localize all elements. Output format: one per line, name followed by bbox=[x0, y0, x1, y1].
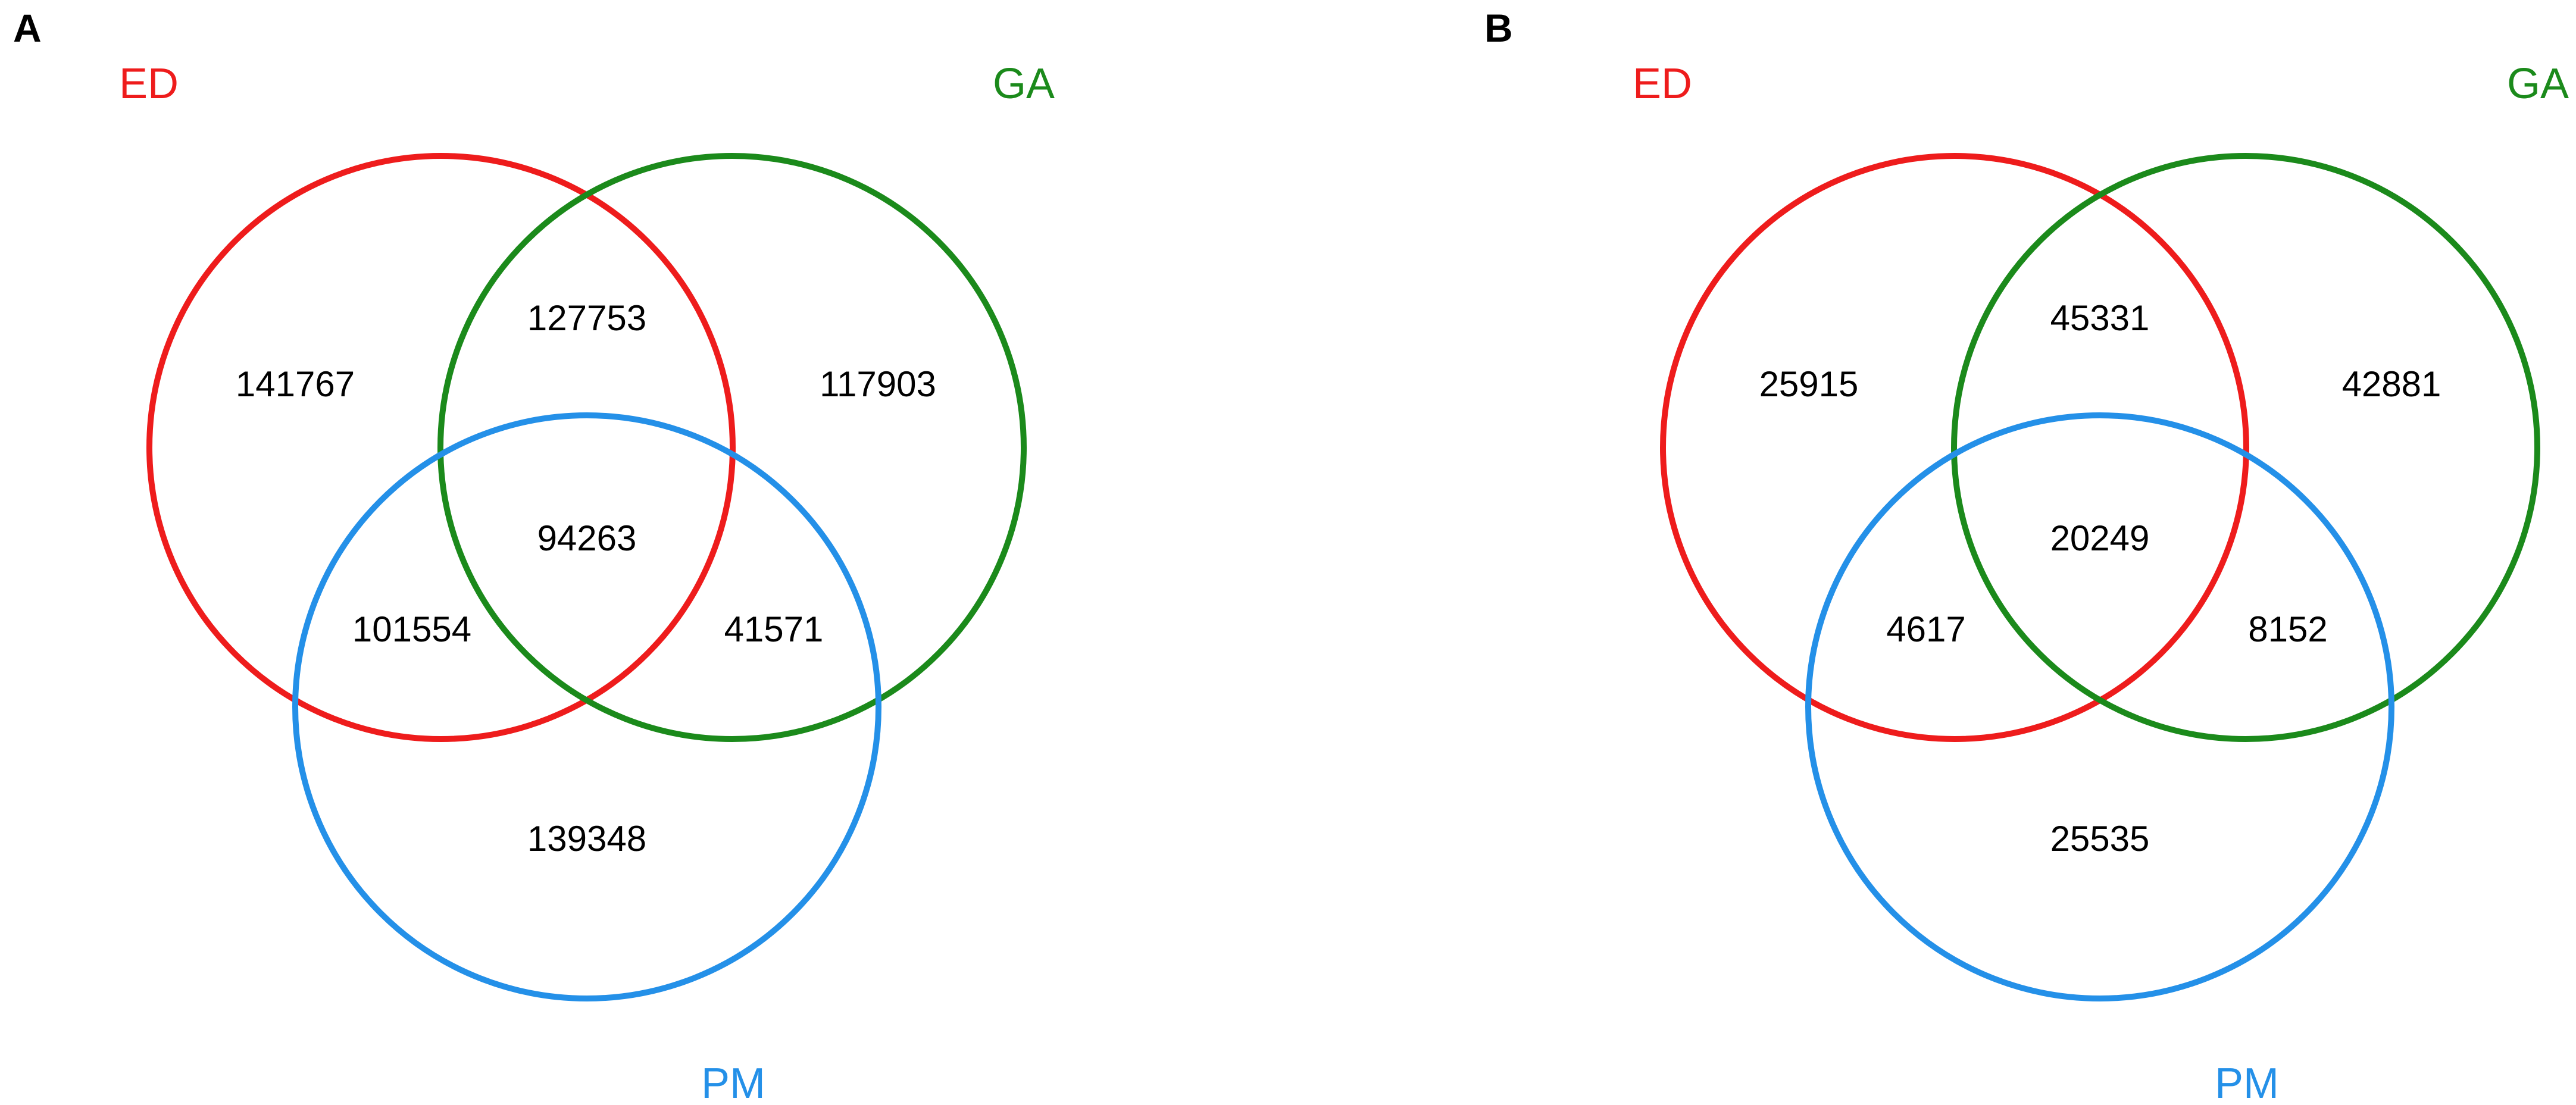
count-ga-pm: 8152 bbox=[2248, 609, 2327, 649]
panel-b: B ED GA PM 25915 45331 42881 20249 4617 … bbox=[1484, 6, 2569, 1105]
set-label-pm: PM bbox=[701, 1060, 765, 1105]
circle-pm bbox=[292, 412, 881, 1001]
panel-letter-b: B bbox=[1484, 6, 1513, 50]
count-ga-pm: 41571 bbox=[724, 609, 824, 649]
count-ed-pm: 4617 bbox=[1886, 609, 1965, 649]
panel-letter-a: A bbox=[13, 6, 42, 50]
count-pm-only: 139348 bbox=[527, 819, 646, 859]
set-label-ed: ED bbox=[1633, 60, 1692, 108]
set-label-ga: GA bbox=[993, 60, 1055, 108]
circle-ga bbox=[1951, 153, 2540, 742]
count-ed-only: 141767 bbox=[236, 364, 355, 404]
count-ed-ga: 127753 bbox=[527, 298, 646, 338]
circle-ed bbox=[1660, 153, 2249, 742]
count-ed-pm: 101554 bbox=[352, 609, 471, 649]
panel-a: A ED GA PM 141767 127753 117903 94263 10… bbox=[13, 6, 1055, 1105]
count-ed-ga-pm: 20249 bbox=[2050, 518, 2150, 558]
set-label-ed: ED bbox=[119, 60, 179, 108]
count-ed-ga: 45331 bbox=[2050, 298, 2150, 338]
circle-pm bbox=[1805, 412, 2394, 1001]
set-label-pm: PM bbox=[2215, 1060, 2279, 1105]
set-label-ga: GA bbox=[2507, 60, 2569, 108]
circle-ga bbox=[437, 153, 1027, 742]
count-ga-only: 42881 bbox=[2342, 364, 2441, 404]
count-ed-ga-pm: 94263 bbox=[537, 518, 637, 558]
count-pm-only: 25535 bbox=[2050, 819, 2150, 859]
count-ed-only: 25915 bbox=[1759, 364, 1859, 404]
circle-ed bbox=[146, 153, 736, 742]
count-ga-only: 117903 bbox=[820, 364, 936, 404]
